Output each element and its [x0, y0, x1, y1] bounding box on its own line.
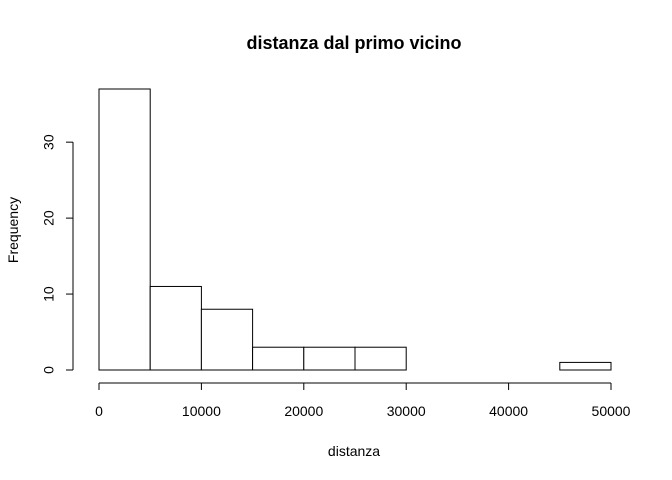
histogram-bar-0	[98, 88, 151, 371]
histogram-bar-4	[303, 346, 356, 371]
histogram-bar-5	[354, 346, 407, 371]
x-tick-label-0: 0	[95, 403, 103, 419]
x-tick-label-2: 20000	[284, 403, 323, 419]
y-tick-label-0: 0	[41, 366, 57, 374]
y-tick-label-3: 30	[41, 134, 57, 150]
x-tick-label-5: 50000	[592, 403, 631, 419]
x-tick-label-4: 40000	[489, 403, 528, 419]
histogram-bar-9	[559, 361, 612, 371]
histogram-bar-1	[149, 285, 202, 371]
x-axis-label: distanza	[328, 443, 380, 459]
y-tick-label-2: 20	[41, 210, 57, 226]
y-ticks: 0 10 20 30	[41, 134, 73, 374]
bars-group	[98, 88, 612, 371]
y-tick-label-1: 10	[41, 286, 57, 302]
x-tick-label-3: 30000	[387, 403, 426, 419]
x-tick-label-1: 10000	[182, 403, 221, 419]
chart-title: distanza dal primo vicino	[246, 33, 461, 53]
y-axis: 0 10 20 30	[41, 134, 74, 374]
x-ticks: 0 10000 20000 30000 40000 50000	[95, 383, 631, 419]
x-axis: 0 10000 20000 30000 40000 50000	[95, 382, 631, 419]
y-axis-label: Frequency	[5, 197, 21, 263]
histogram-bar-3	[252, 346, 305, 371]
histogram-bar-2	[200, 308, 254, 371]
